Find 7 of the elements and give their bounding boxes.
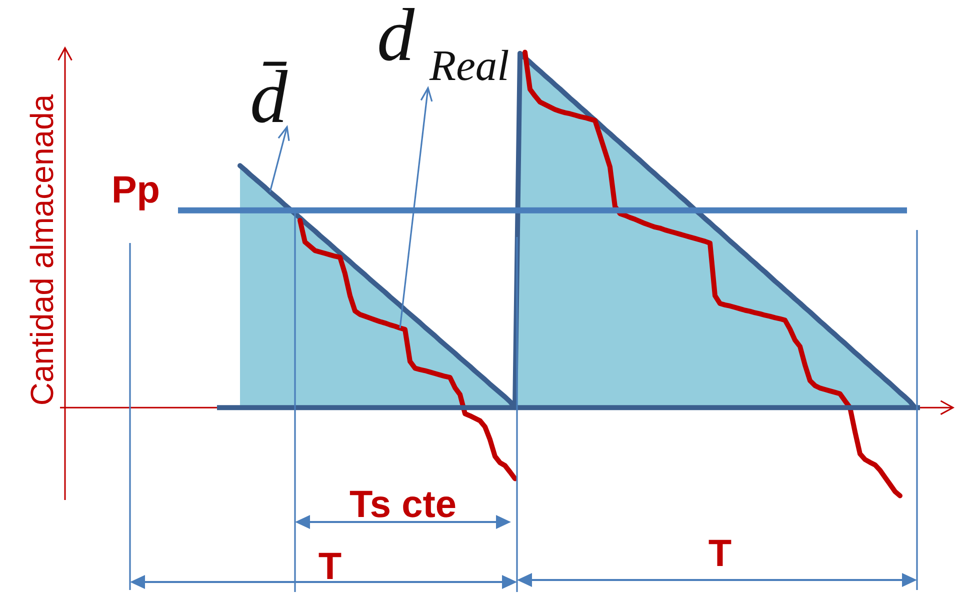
- text: T: [708, 533, 732, 575]
- series-label: d$_{Real}$: [377, 0, 510, 90]
- annotation: d̄: [250, 56, 288, 139]
- annotation: Ts cte: [349, 484, 457, 526]
- text: T: [318, 546, 342, 588]
- ref-line-label: Pp: [111, 169, 160, 212]
- y-axis-title: Cantidad almacenada: [24, 94, 60, 406]
